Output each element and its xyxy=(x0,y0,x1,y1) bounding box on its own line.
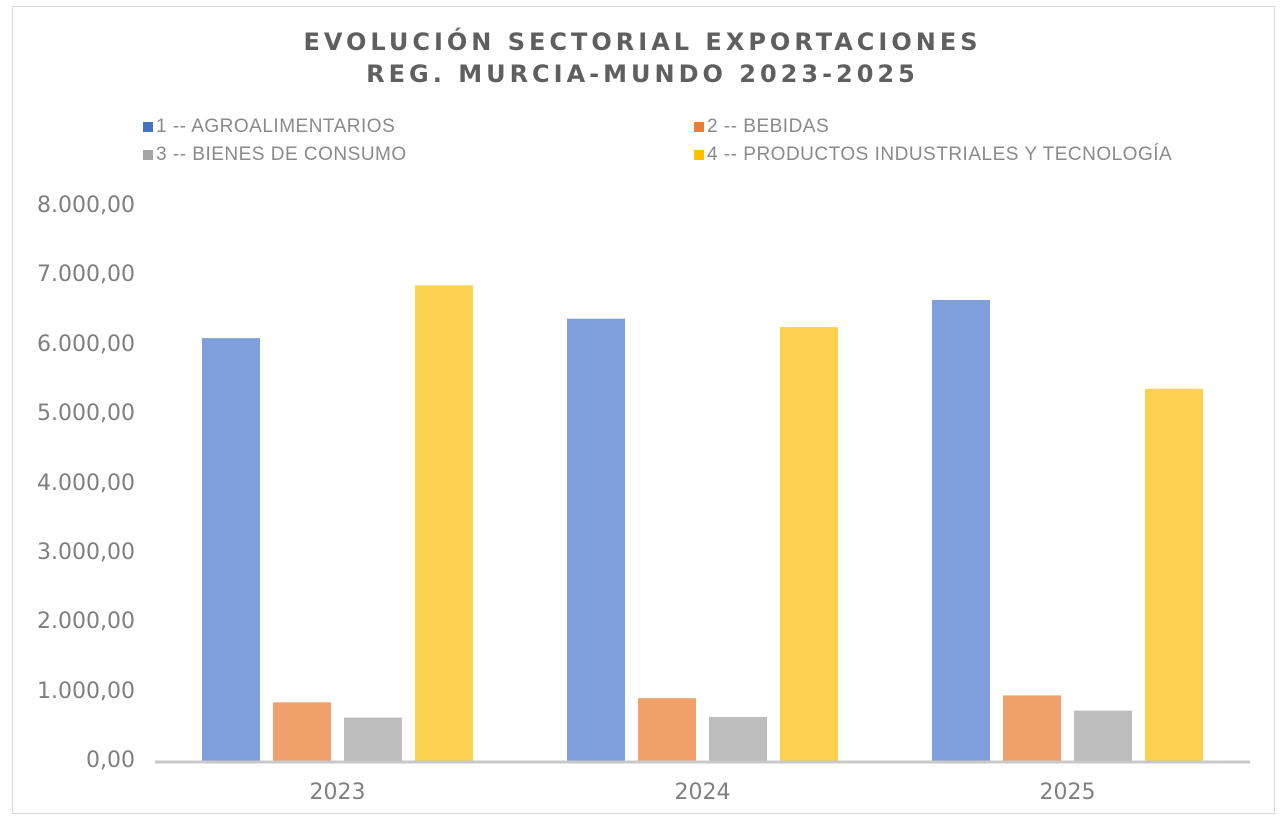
bar-2024-series-1 xyxy=(567,318,625,762)
legend-swatch xyxy=(143,150,153,160)
bar-2024-series-2 xyxy=(638,698,696,762)
bar-2023-series-3 xyxy=(344,717,402,762)
chart-title-line-2: REG. MURCIA-MUNDO 2023-2025 xyxy=(366,60,919,88)
legend-item-bienes-de-consumo: 3 -- BIENES DE CONSUMO xyxy=(143,144,407,166)
bar-2025-series-1 xyxy=(932,299,990,762)
legend-item-agroalimentarios: 1 -- AGROALIMENTARIOS xyxy=(143,116,395,138)
bar-2024-series-4 xyxy=(780,327,838,762)
legend-swatch xyxy=(694,122,704,132)
bar-2023-series-2 xyxy=(273,702,331,762)
legend-label: 4 -- PRODUCTOS INDUSTRIALES Y TECNOLOGÍA xyxy=(707,144,1173,165)
bar-2025-series-3 xyxy=(1074,710,1132,762)
y-tick-label: 6.000,00 xyxy=(37,331,135,357)
x-tick-label: 2025 xyxy=(1040,780,1096,805)
y-tick-label: 8.000,00 xyxy=(37,193,135,218)
legend-item-productos-industriales: 4 -- PRODUCTOS INDUSTRIALES Y TECNOLOGÍA xyxy=(694,144,1172,166)
legend-label: 3 -- BIENES DE CONSUMO xyxy=(156,144,407,165)
chart-title-line-1: EVOLUCIÓN SECTORIAL EXPORTACIONES xyxy=(303,28,982,56)
y-tick-label: 7.000,00 xyxy=(37,262,135,288)
y-tick-label: 0,00 xyxy=(86,748,135,773)
bar-2023-series-4 xyxy=(415,285,473,762)
bar-2025-series-4 xyxy=(1145,388,1203,762)
legend-label: 1 -- AGROALIMENTARIOS xyxy=(156,116,396,137)
y-tick-label: 1.000,00 xyxy=(37,678,135,704)
legend-swatch xyxy=(143,122,153,132)
y-tick-label: 5.000,00 xyxy=(37,401,135,427)
x-tick-label: 2024 xyxy=(675,780,731,805)
y-tick-label: 3.000,00 xyxy=(37,539,135,565)
bar-2024-series-3 xyxy=(709,716,767,762)
legend-label: 2 -- BEBIDAS xyxy=(707,116,830,137)
legend-swatch xyxy=(694,150,704,160)
bar-2023-series-1 xyxy=(202,338,260,762)
y-tick-label: 2.000,00 xyxy=(37,609,135,635)
x-tick-label: 2023 xyxy=(310,780,366,805)
bar-2025-series-2 xyxy=(1003,695,1061,762)
y-tick-label: 4.000,00 xyxy=(37,470,135,496)
legend-item-bebidas: 2 -- BEBIDAS xyxy=(694,116,829,138)
